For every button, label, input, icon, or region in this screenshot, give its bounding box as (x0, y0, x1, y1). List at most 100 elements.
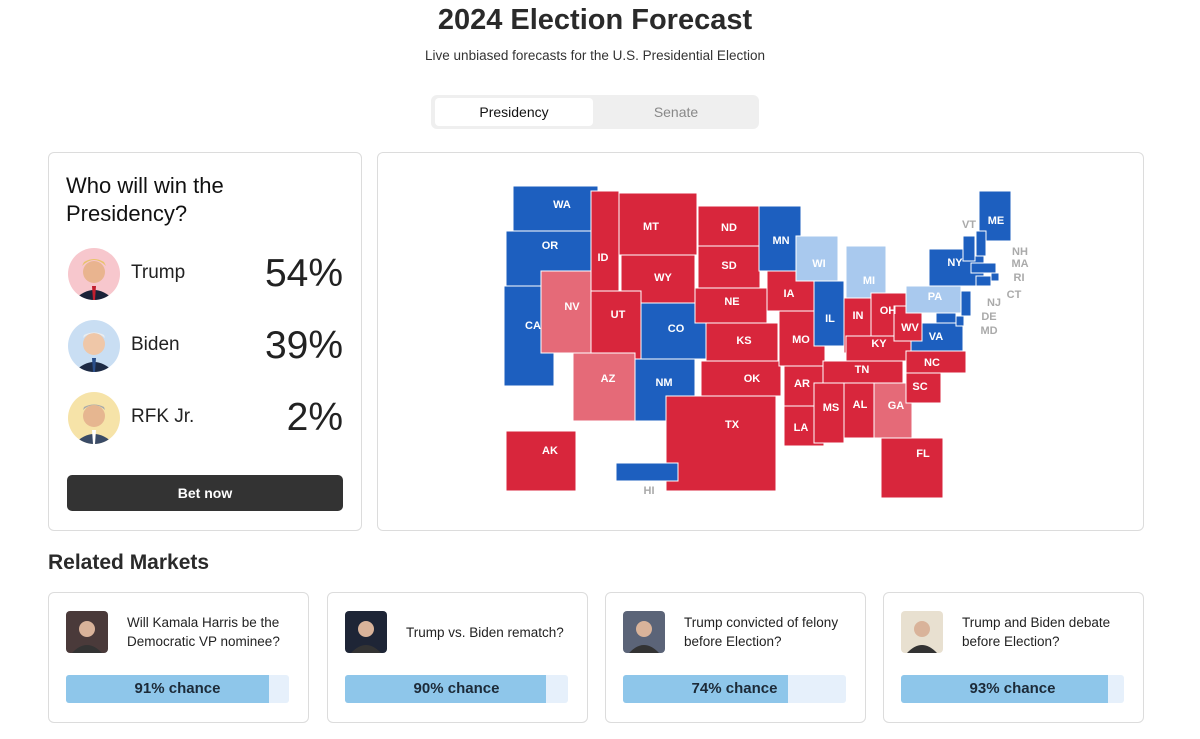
state-label: NE (724, 296, 739, 308)
state (843, 382, 875, 439)
state-label: VT (962, 219, 976, 231)
state (970, 262, 997, 274)
state (905, 285, 962, 314)
page-title: 2024 Election Forecast (437, 4, 753, 36)
state-label: OK (744, 373, 761, 385)
candidate-name: Biden (131, 334, 180, 355)
chance-label: 93% chance (969, 680, 1056, 697)
state (880, 437, 944, 499)
state (758, 205, 802, 272)
market-image (345, 611, 387, 653)
state (962, 235, 976, 262)
chance-fill (623, 675, 789, 703)
market-image (66, 611, 108, 653)
state-label: NV (564, 301, 580, 313)
state-label: HI (644, 485, 655, 497)
state-label: LA (794, 422, 809, 434)
state-label: AZ (601, 373, 616, 385)
state-label: ME (988, 215, 1005, 227)
state-label: IA (784, 288, 795, 300)
state-label: DE (981, 311, 996, 323)
state-label: MD (980, 325, 997, 337)
chance-label: 74% chance (691, 680, 778, 697)
state-label: NC (924, 357, 940, 369)
state (505, 430, 577, 492)
state (697, 205, 761, 247)
section-title: Related Markets (48, 551, 210, 574)
state (795, 235, 839, 282)
state-label: RI (1014, 272, 1025, 284)
state-label: VA (929, 331, 944, 343)
candidate-name: RFK Jr. (131, 406, 195, 427)
state-label: CO (668, 323, 685, 335)
candidate-chance: 39% (264, 324, 343, 367)
market-question: Trump and Biden debate before Election? (962, 615, 1111, 649)
state (975, 230, 987, 257)
chance-fill (345, 675, 546, 703)
state-label: OR (542, 240, 559, 252)
state-label: TX (725, 419, 740, 431)
candidate-chance: 54% (264, 252, 343, 295)
state-label: MO (792, 334, 810, 346)
state (990, 272, 1000, 282)
state (694, 287, 768, 324)
candidate-name: Trump (131, 262, 186, 283)
state-label: MN (772, 235, 789, 247)
chance-label: 90% chance (413, 680, 500, 697)
bet-button[interactable]: Bet now (67, 475, 343, 511)
state-label: WI (812, 258, 825, 270)
state-label: WY (654, 272, 672, 284)
state (540, 270, 592, 354)
state-label: WV (901, 322, 919, 334)
chance-fill (901, 675, 1109, 703)
chance-fill (66, 675, 269, 703)
state (955, 315, 965, 327)
state-label: KY (871, 338, 887, 350)
state-label: WA (553, 199, 571, 211)
chance-bar: 93% chance (901, 675, 1124, 703)
state (813, 280, 845, 347)
state-label: PA (928, 291, 943, 303)
chance-label: 91% chance (134, 680, 221, 697)
state-label: MT (643, 221, 659, 233)
state (512, 185, 599, 232)
state (590, 190, 620, 292)
tab[interactable]: Presidency (435, 98, 593, 126)
chance-bar: 74% chance (623, 675, 846, 703)
state (618, 192, 698, 256)
state-label: NH (1012, 246, 1028, 258)
state-label: AK (542, 445, 558, 457)
state-label: SD (721, 260, 736, 272)
state-label: CT (1007, 289, 1022, 301)
state-label: NM (655, 377, 672, 389)
state (615, 462, 679, 482)
state-label: TN (855, 364, 870, 376)
chance-bar: 91% chance (66, 675, 289, 703)
market-question: Will Kamala Harris be the Democratic VP … (127, 615, 280, 649)
state (975, 275, 992, 287)
us-map: WA OR CA NV ID MT WY UT CO AZ NM ND SD NE KS OK TX MN IA MO… (503, 185, 1029, 499)
state-label: IN (853, 310, 864, 322)
map-card: WA OR CA NV ID MT WY UT CO AZ NM ND SD NE KS OK TX MN IA MO… (377, 152, 1144, 531)
market-image (901, 611, 943, 653)
candidate-chance: 2% (286, 396, 343, 439)
state-label: GA (888, 400, 905, 412)
page-subtitle: Live unbiased forecasts for the U.S. Pre… (425, 48, 765, 63)
forecast-heading: Who will win the Presidency? (66, 173, 224, 226)
state (665, 395, 777, 492)
state-label: MI (863, 275, 875, 287)
tab-bar: Presidency Senate (431, 95, 759, 129)
tab[interactable]: Senate (653, 104, 699, 120)
state (700, 360, 782, 397)
state (935, 312, 957, 324)
state-label: NJ (987, 297, 1001, 309)
state-label: SC (912, 381, 927, 393)
state-label: MS (823, 402, 840, 414)
market-question: Trump convicted of felony before Electio… (684, 615, 839, 649)
state-label: OH (880, 305, 897, 317)
state (813, 382, 845, 444)
state-label: NY (947, 257, 963, 269)
state-label: CA (525, 320, 541, 332)
state (960, 290, 972, 317)
